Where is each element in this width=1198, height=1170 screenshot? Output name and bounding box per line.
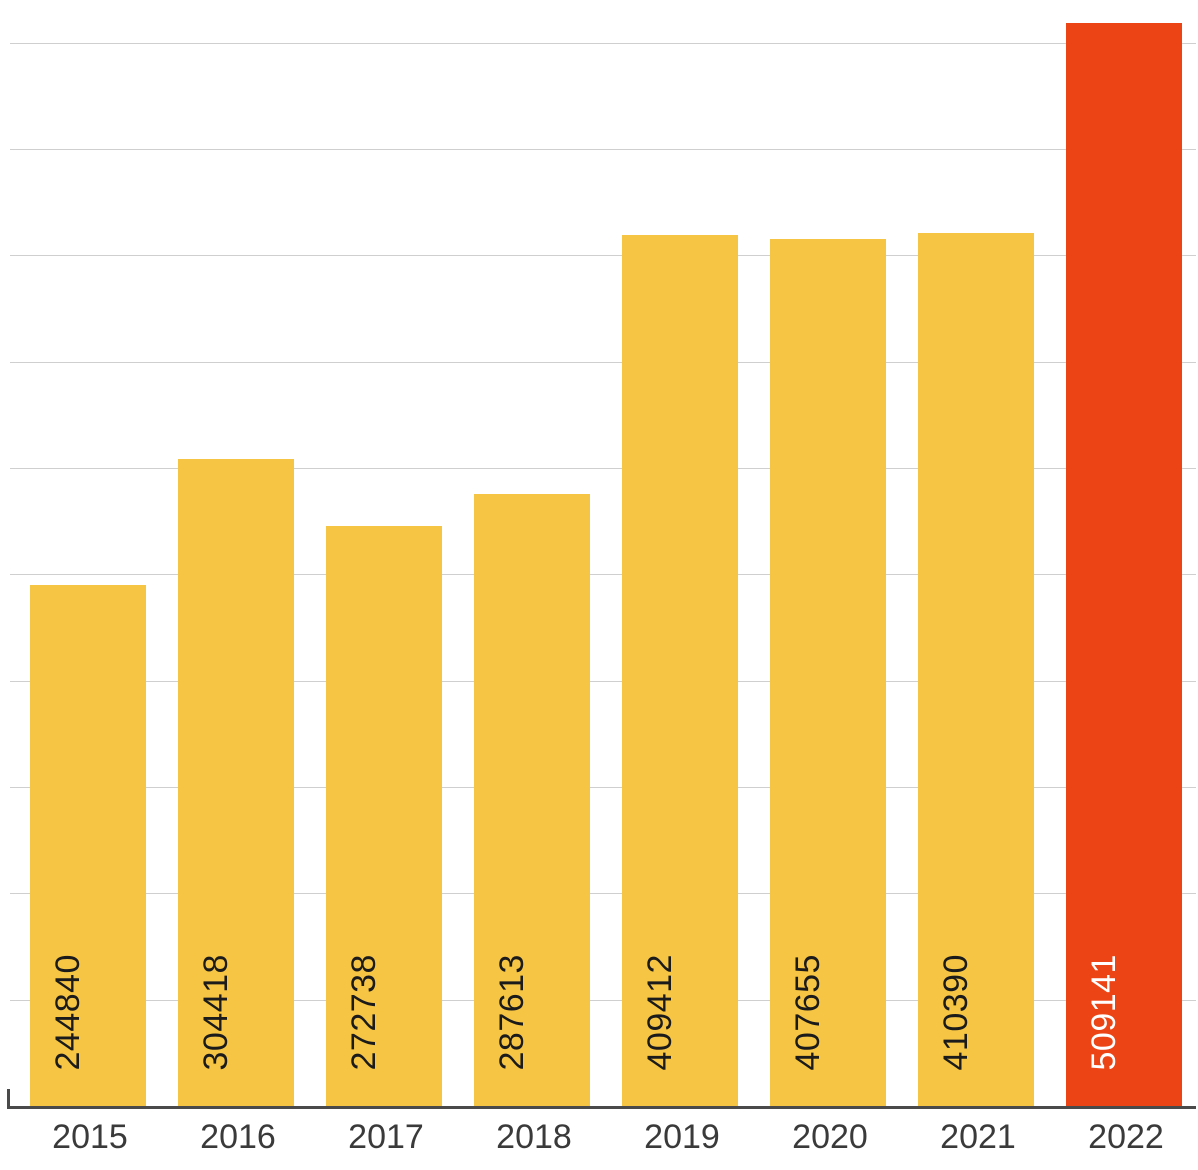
x-axis-category-label: 2017 bbox=[312, 1118, 460, 1157]
bar-slot: 509141 bbox=[1066, 0, 1182, 1106]
bar-chart: 244840 304418 272738 287613 409412 407655 4103… bbox=[0, 0, 1198, 1170]
bar: 272738 bbox=[326, 526, 442, 1106]
bar: 244840 bbox=[30, 585, 146, 1106]
bar-value-label: 272738 bbox=[345, 954, 384, 1070]
bar-value-label: 509141 bbox=[1085, 954, 1124, 1070]
bar-slot: 287613 bbox=[474, 0, 590, 1106]
x-axis-line bbox=[10, 1106, 1196, 1109]
bar-slot: 272738 bbox=[326, 0, 442, 1106]
y-axis-line bbox=[7, 1089, 10, 1109]
x-axis-category-label: 2021 bbox=[904, 1118, 1052, 1157]
bar-slot: 409412 bbox=[622, 0, 738, 1106]
bar-value-label: 304418 bbox=[197, 954, 236, 1070]
bar-slot: 244840 bbox=[30, 0, 146, 1106]
bar-slot: 304418 bbox=[178, 0, 294, 1106]
x-axis-category-label: 2020 bbox=[756, 1118, 904, 1157]
bar: 509141 bbox=[1066, 23, 1182, 1106]
bar: 304418 bbox=[178, 459, 294, 1106]
x-axis-category-label: 2016 bbox=[164, 1118, 312, 1157]
bar-value-label: 409412 bbox=[641, 954, 680, 1070]
x-axis-category-label: 2022 bbox=[1052, 1118, 1198, 1157]
bar: 407655 bbox=[770, 239, 886, 1106]
bar: 410390 bbox=[918, 233, 1034, 1106]
bar-slot: 407655 bbox=[770, 0, 886, 1106]
x-axis-category-label: 2015 bbox=[16, 1118, 164, 1157]
bar-value-label: 410390 bbox=[937, 954, 976, 1070]
bar: 409412 bbox=[622, 235, 738, 1106]
bar-value-label: 407655 bbox=[789, 954, 828, 1070]
bar-value-label: 287613 bbox=[493, 954, 532, 1070]
bar-value-label: 244840 bbox=[49, 954, 88, 1070]
bar-slot: 410390 bbox=[918, 0, 1034, 1106]
plot-area: 244840 304418 272738 287613 409412 407655 4103… bbox=[10, 0, 1196, 1106]
bar: 287613 bbox=[474, 494, 590, 1106]
x-axis-category-label: 2018 bbox=[460, 1118, 608, 1157]
x-axis-category-label: 2019 bbox=[608, 1118, 756, 1157]
